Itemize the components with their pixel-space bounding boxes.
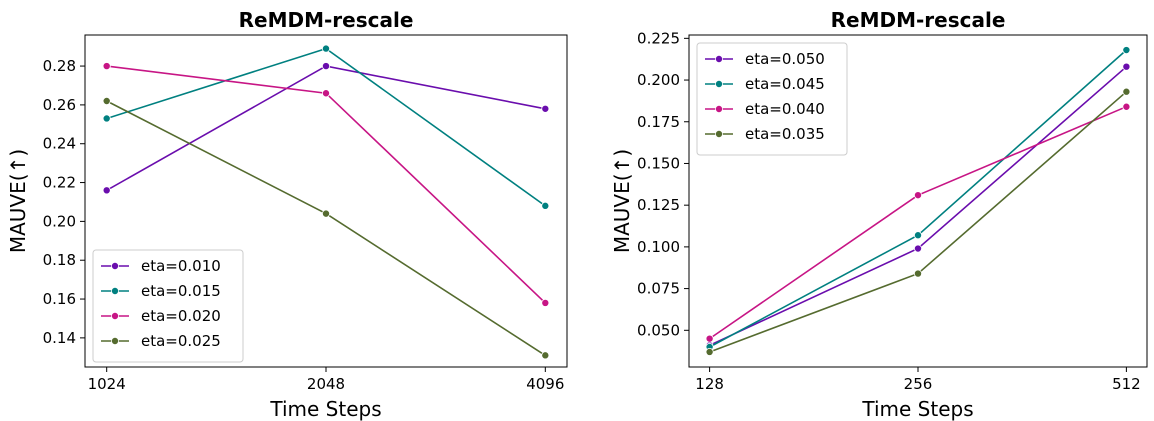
x-tick-label: 2048 bbox=[307, 375, 345, 393]
legend-entry-label: eta=0.050 bbox=[745, 50, 825, 68]
chart-1: ReMDM-rescale 0.14 0.16 0.18 0.20 0.22 0.24 0.2… bbox=[6, 8, 568, 421]
legend-swatch-marker bbox=[111, 336, 120, 345]
series-line-2 bbox=[106, 47, 546, 207]
y-tick-label: 0.200 bbox=[637, 71, 680, 89]
chart-title: ReMDM-rescale bbox=[831, 8, 1006, 32]
data-point bbox=[102, 114, 111, 123]
data-point bbox=[102, 186, 111, 195]
y-tick-label: 0.125 bbox=[637, 196, 680, 214]
data-point bbox=[541, 351, 550, 360]
legend-entry-label: eta=0.020 bbox=[141, 307, 221, 325]
legend-swatch-marker bbox=[715, 105, 724, 114]
y-tick-label: 0.16 bbox=[43, 290, 76, 308]
data-point bbox=[102, 62, 111, 71]
legend-swatch-marker bbox=[111, 286, 120, 295]
legend-swatch-marker bbox=[111, 311, 120, 320]
y-tick-label: 0.20 bbox=[43, 212, 76, 230]
y-tick-label: 0.14 bbox=[43, 329, 76, 347]
series-line-1 bbox=[106, 65, 546, 191]
y-tick-label: 0.100 bbox=[637, 238, 680, 256]
y-tick-label: 0.175 bbox=[637, 113, 680, 131]
legend-entry-label: eta=0.015 bbox=[141, 282, 221, 300]
x-tick-label: 1024 bbox=[88, 375, 126, 393]
data-point bbox=[321, 89, 330, 98]
x-axis-label: Time Steps bbox=[861, 397, 973, 421]
legend-entry-label: eta=0.035 bbox=[745, 125, 825, 143]
legend: eta=0.050 eta=0.045 eta=0.040 eta=0.035 bbox=[696, 42, 848, 156]
data-point bbox=[102, 97, 111, 106]
chart-2: ReMDM-rescale 0.050 0.075 0.100 0.125 0.150 0.… bbox=[610, 8, 1148, 421]
legend-swatch-marker bbox=[715, 55, 724, 64]
legend-swatch-marker bbox=[111, 261, 120, 270]
legend-box bbox=[92, 249, 244, 363]
y-tick-label: 0.28 bbox=[43, 57, 76, 75]
data-point bbox=[541, 298, 550, 307]
y-tick-label: 0.18 bbox=[43, 251, 76, 269]
data-point bbox=[321, 44, 330, 53]
y-tick-label: 0.225 bbox=[637, 29, 680, 47]
legend-entry-label: eta=0.010 bbox=[141, 257, 221, 275]
legend-entry-label: eta=0.040 bbox=[745, 100, 825, 118]
y-tick-label: 0.24 bbox=[43, 135, 76, 153]
data-point bbox=[541, 201, 550, 210]
data-point bbox=[1122, 87, 1131, 96]
data-point bbox=[705, 334, 714, 343]
chart-title: ReMDM-rescale bbox=[239, 8, 414, 32]
data-point bbox=[914, 244, 923, 253]
legend-entry-label: eta=0.025 bbox=[141, 332, 221, 350]
x-tick-label: 128 bbox=[695, 375, 724, 393]
y-tick-label: 0.075 bbox=[637, 280, 680, 298]
data-point bbox=[321, 209, 330, 218]
legend: eta=0.010 eta=0.015 eta=0.020 eta=0.025 bbox=[92, 249, 244, 363]
y-axis-label: MAUVE(↑) bbox=[610, 149, 634, 253]
y-tick-label: 0.050 bbox=[637, 321, 680, 339]
data-point bbox=[1122, 46, 1131, 55]
data-point bbox=[541, 104, 550, 113]
x-axis-label: Time Steps bbox=[269, 397, 381, 421]
y-tick-label: 0.150 bbox=[637, 154, 680, 172]
data-point bbox=[1122, 62, 1131, 71]
legend-box bbox=[696, 42, 848, 156]
legend-swatch-marker bbox=[715, 80, 724, 89]
data-point bbox=[914, 269, 923, 278]
y-tick-label: 0.22 bbox=[43, 174, 76, 192]
x-tick-label: 4096 bbox=[526, 375, 564, 393]
x-tick-label: 512 bbox=[1112, 375, 1141, 393]
legend-swatch-marker bbox=[715, 129, 724, 138]
y-tick-label: 0.26 bbox=[43, 96, 76, 114]
x-tick-label: 256 bbox=[904, 375, 933, 393]
data-point bbox=[914, 191, 923, 200]
data-point bbox=[321, 62, 330, 71]
legend-entry-label: eta=0.045 bbox=[745, 75, 825, 93]
data-point bbox=[1122, 102, 1131, 111]
data-point bbox=[914, 231, 923, 240]
y-axis-label: MAUVE(↑) bbox=[6, 149, 30, 253]
data-point bbox=[705, 347, 714, 356]
